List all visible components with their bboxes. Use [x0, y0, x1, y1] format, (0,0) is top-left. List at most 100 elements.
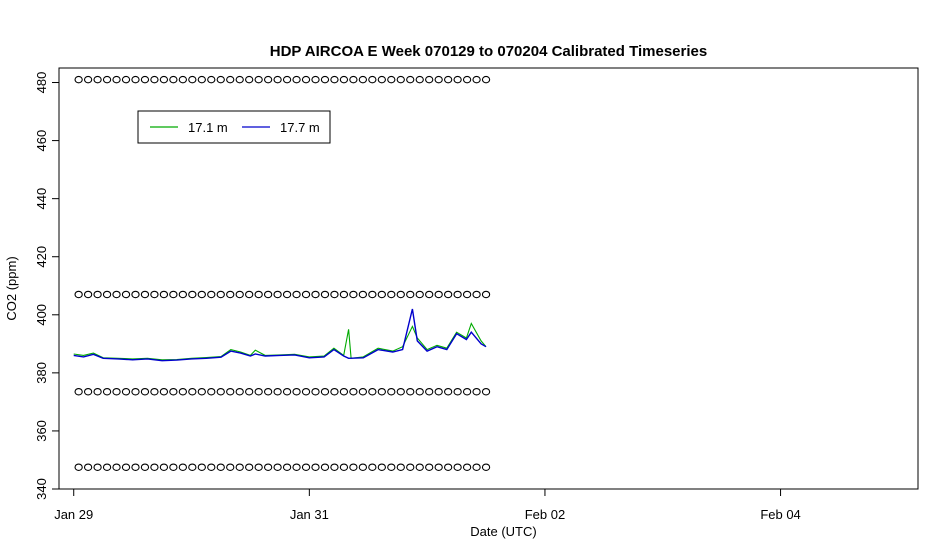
calibration-marker	[188, 290, 197, 299]
calibration-marker	[197, 387, 206, 396]
calibration-marker	[102, 387, 112, 396]
x-tick-label: Feb 04	[760, 507, 800, 522]
calibration-marker	[320, 75, 330, 84]
calibration-marker	[216, 463, 225, 471]
calibration-marker	[178, 387, 188, 396]
calibration-marker	[102, 463, 112, 471]
calibration-marker	[169, 387, 178, 396]
calibration-marker	[112, 387, 121, 396]
calibration-marker	[406, 290, 415, 299]
calibration-marker	[349, 387, 358, 396]
calibration-marker	[273, 387, 282, 396]
calibration-marker	[406, 75, 415, 84]
calibration-marker	[140, 387, 150, 396]
calibration-marker	[282, 463, 292, 471]
calibration-marker	[472, 75, 481, 84]
calibration-marker	[339, 290, 349, 299]
calibration-marker	[216, 290, 225, 299]
calibration-marker	[339, 463, 349, 471]
calibration-marker	[415, 75, 424, 84]
calibration-marker	[140, 75, 150, 84]
calibration-marker	[159, 75, 169, 84]
calibration-marker	[425, 463, 434, 471]
calibration-marker	[453, 75, 462, 84]
calibration-marker	[254, 290, 263, 299]
calibration-marker	[150, 290, 159, 299]
calibration-marker	[178, 75, 188, 84]
calibration-marker	[443, 290, 453, 299]
calibration-marker	[150, 75, 159, 84]
series-line-2	[73, 308, 487, 362]
y-tick-label: 460	[34, 130, 49, 152]
y-tick-label: 380	[34, 362, 49, 384]
calibration-marker	[140, 463, 150, 471]
calibration-marker	[434, 463, 443, 471]
calibration-marker	[150, 387, 159, 396]
series-lines	[73, 308, 487, 362]
calibration-marker	[320, 387, 330, 396]
calibration-marker	[150, 463, 159, 471]
legend: 17.1 m 17.7 m	[137, 110, 331, 144]
calibration-marker	[301, 290, 311, 299]
calibration-marker	[330, 75, 339, 84]
calibration-marker	[472, 463, 481, 471]
calibration-marker	[263, 463, 273, 471]
calibration-marker	[131, 463, 140, 471]
calibration-marker	[292, 75, 301, 84]
calibration-marker	[159, 387, 169, 396]
calibration-marker	[387, 463, 396, 471]
calibration-marker	[311, 75, 320, 84]
calibration-markers	[74, 75, 491, 471]
calibration-marker	[311, 387, 320, 396]
chart-title: HDP AIRCOA E Week 070129 to 070204 Calib…	[270, 43, 707, 60]
calibration-marker	[406, 463, 415, 471]
calibration-marker	[74, 463, 83, 471]
calibration-marker	[263, 75, 273, 84]
calibration-marker	[425, 290, 434, 299]
calibration-marker	[216, 75, 225, 84]
calibration-marker	[245, 463, 254, 471]
calibration-marker	[387, 290, 396, 299]
calibration-marker	[396, 463, 405, 471]
calibration-marker	[443, 463, 453, 471]
calibration-marker	[396, 75, 405, 84]
calibration-marker	[462, 463, 472, 471]
calibration-marker	[320, 463, 330, 471]
x-tick-label: Jan 29	[54, 507, 93, 522]
calibration-marker	[235, 387, 244, 396]
calibration-marker	[83, 290, 93, 299]
calibration-marker	[83, 463, 93, 471]
calibration-marker	[93, 463, 102, 471]
calibration-marker	[74, 387, 83, 396]
calibration-marker	[320, 290, 330, 299]
calibration-marker	[188, 387, 197, 396]
calibration-marker	[434, 290, 443, 299]
calibration-marker	[131, 75, 140, 84]
calibration-marker	[481, 387, 491, 396]
calibration-marker	[254, 463, 263, 471]
series-line-1	[73, 322, 487, 361]
x-axis-label: Date (UTC)	[470, 524, 536, 539]
calibration-marker	[74, 290, 83, 299]
legend-label: 17.7 m	[280, 120, 320, 135]
x-tick-label: Jan 31	[290, 507, 329, 522]
calibration-marker	[169, 290, 178, 299]
calibration-marker	[188, 463, 197, 471]
calibration-marker	[358, 463, 368, 471]
calibration-marker	[339, 387, 349, 396]
calibration-marker	[169, 75, 178, 84]
calibration-marker	[178, 463, 188, 471]
calibration-marker	[207, 290, 216, 299]
calibration-marker	[159, 290, 169, 299]
calibration-marker	[396, 290, 405, 299]
calibration-marker	[434, 387, 443, 396]
calibration-marker	[368, 290, 377, 299]
calibration-marker	[169, 463, 178, 471]
calibration-marker	[245, 387, 254, 396]
calibration-marker	[263, 387, 273, 396]
calibration-marker	[226, 463, 235, 471]
calibration-marker	[406, 387, 415, 396]
calibration-marker	[481, 75, 491, 84]
calibration-marker	[377, 463, 386, 471]
